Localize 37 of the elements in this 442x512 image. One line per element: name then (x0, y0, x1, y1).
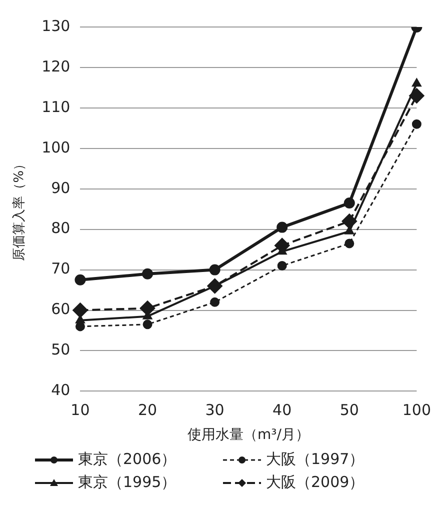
x-axis-title: 使用水量（m³/月） (187, 427, 310, 444)
point (277, 261, 287, 271)
point (142, 268, 154, 280)
legend-label: 東京（2006） (78, 450, 176, 469)
point (209, 264, 220, 276)
point (412, 78, 422, 87)
y-tick-label: 40 (51, 381, 70, 400)
point (72, 302, 88, 318)
point (75, 322, 85, 332)
y-tick-label: 100 (42, 138, 70, 156)
point (276, 222, 288, 233)
y-tick-label: 60 (51, 300, 70, 318)
point (344, 198, 355, 209)
y-axis-title: 原価算入率（%） (11, 157, 28, 261)
x-tick-label: 100 (402, 401, 432, 420)
point (142, 320, 152, 330)
y-tick-label: 70 (51, 260, 70, 278)
point (412, 119, 422, 129)
point (344, 238, 354, 248)
x-tick-label: 30 (205, 401, 224, 420)
y-tick-label: 90 (51, 178, 70, 197)
y-tick-label: 50 (51, 340, 70, 359)
legend-label: 大阪（1997） (266, 450, 364, 469)
point (210, 297, 220, 307)
point (409, 88, 424, 104)
x-tick-label: 50 (340, 401, 359, 420)
x-tick-label: 40 (272, 401, 292, 420)
legend-label: 東京（1995） (78, 473, 176, 492)
point (74, 274, 86, 286)
y-tick-label: 110 (42, 98, 70, 116)
x-tick-label: 10 (70, 401, 90, 420)
point (140, 300, 156, 316)
y-tick-label: 130 (42, 16, 70, 35)
y-tick-label: 120 (42, 57, 70, 76)
y-tick-label: 80 (51, 219, 70, 238)
legend-label: 大阪（2009） (266, 473, 364, 492)
x-tick-label: 20 (138, 401, 158, 420)
